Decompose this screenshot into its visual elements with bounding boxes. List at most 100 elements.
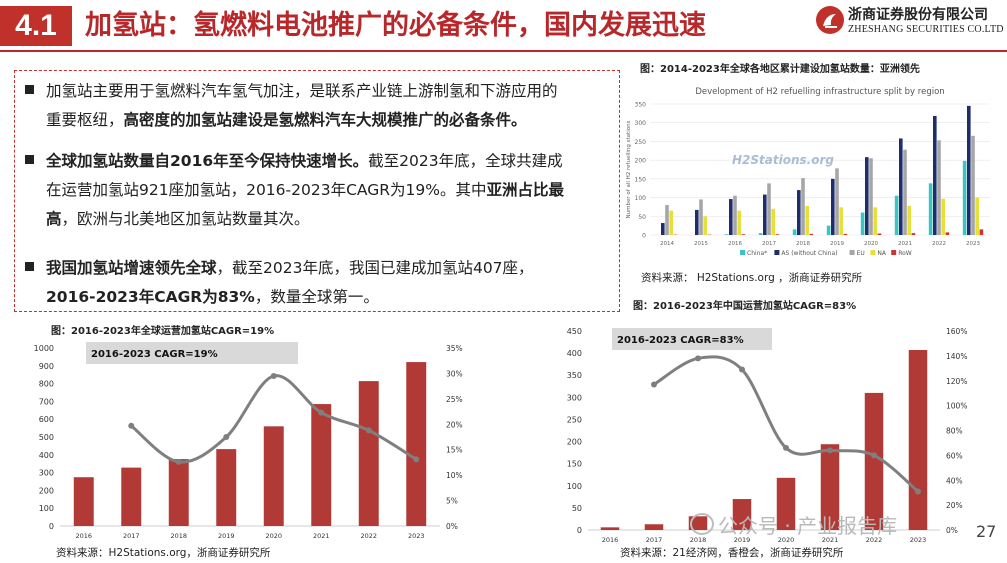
bar-na — [805, 205, 809, 235]
chart-title: Development of H2 refuelling infrastruct… — [695, 87, 944, 97]
bar-row — [945, 232, 950, 235]
bullet-3-text-c: 2016-2023年CAGR为83% — [46, 288, 255, 306]
bullet-1-text-b: 重要枢纽， — [46, 111, 124, 129]
bullet-2-text-d: 亚洲占比最 — [486, 181, 564, 199]
bar-china — [860, 212, 865, 235]
legend-swatch — [891, 250, 897, 255]
bar-aswithoutchina — [899, 138, 903, 235]
y-tick-label: 1000 — [34, 344, 54, 353]
bullet-point-2: 全球加氢站数量自2016年至今保持快速增长。截至2023年底，全球共建成 在运营… — [25, 147, 615, 234]
bar-aswithoutchina — [933, 115, 937, 235]
y2-tick-label: 80% — [946, 427, 963, 436]
bar-na — [703, 216, 707, 235]
bar-row — [809, 233, 814, 235]
bar-aswithoutchina — [797, 190, 801, 235]
bar-aswithoutchina — [695, 209, 699, 235]
growth-rate-point — [175, 458, 182, 465]
china-chart-caption: 图：2016-2023年中国运营加氢站CAGR=83% — [633, 301, 857, 312]
logo-mark-icon — [816, 6, 844, 34]
y-tick-label: 300 — [567, 393, 582, 402]
cagr-label-box — [612, 328, 772, 350]
bar-na — [839, 207, 843, 235]
bar-aswithoutchina — [967, 105, 971, 235]
x-tick-label: 2023 — [408, 532, 425, 540]
x-tick-label: 2020 — [864, 241, 878, 247]
y2-tick-label: 40% — [946, 476, 963, 485]
y2-tick-label: 35% — [446, 344, 463, 353]
legend-swatch — [774, 250, 780, 255]
bullet-square-icon — [25, 262, 34, 271]
growth-rate-point — [739, 366, 745, 373]
x-tick-label: 2023 — [966, 241, 980, 247]
growth-rate-point — [128, 422, 135, 429]
y-tick-label: 400 — [39, 451, 54, 460]
bullet-3-text-b: ，截至2023年底，我国已建成加氢站407座， — [216, 259, 534, 277]
bar-row — [843, 233, 848, 235]
legend-label: RoW — [898, 250, 912, 257]
bar-na — [975, 197, 979, 235]
slide-title: 加氢站：氢燃料电池推广的必备条件，国内发展迅速 — [85, 10, 706, 41]
growth-rate-point — [223, 434, 230, 440]
y2-tick-label: 60% — [946, 451, 963, 460]
y2-tick-label: 30% — [446, 369, 463, 378]
regional-chart-source: 资料来源： H2Stations.org ，浙商证券研究所 — [641, 272, 863, 284]
bar-china — [962, 160, 967, 235]
bar-na — [771, 208, 775, 235]
bar — [263, 426, 284, 526]
x-tick-label: 2020 — [778, 536, 795, 543]
bar-china — [894, 195, 899, 235]
logo-english-name: ZHESHANG SECURITIES CO.LTD — [848, 24, 1004, 35]
growth-rate-point — [915, 488, 921, 495]
y-tick-label: 700 — [39, 397, 54, 406]
x-tick-label: 2020 — [265, 532, 282, 540]
y-tick-label: 600 — [39, 415, 54, 424]
bar — [168, 459, 189, 526]
bar-na — [669, 210, 673, 235]
watermark-text: 公众号 · 产业报告库 — [718, 514, 898, 538]
y-tick-label: 0 — [642, 233, 646, 240]
y2-tick-label: 25% — [446, 395, 463, 404]
x-tick-label: 2023 — [910, 536, 927, 543]
bar — [600, 527, 620, 530]
y-tick-label: 300 — [635, 120, 647, 127]
bullet-2-text-e: 高 — [46, 210, 62, 228]
y2-tick-label: 10% — [446, 471, 463, 480]
china-chart-source: 资料来源：21经济网，香橙会，浙商证券研究所 — [620, 547, 844, 559]
legend-label: EU — [857, 250, 865, 257]
y-tick-label: 100 — [635, 195, 647, 202]
y2-tick-label: 20% — [446, 420, 463, 429]
bar-aswithoutchina — [661, 223, 665, 235]
page-number: 27 — [976, 522, 997, 541]
y-tick-label: 0 — [577, 526, 582, 535]
x-tick-label: 2017 — [762, 241, 776, 247]
summary-text-box: 加氢站主要用于氢燃料汽车氢气加注，是联系产业链上游制氢和下游应用的 重要枢纽，高… — [14, 70, 620, 312]
bullet-3-text-d: ，数量全球第一。 — [254, 288, 379, 306]
bar-row — [877, 233, 882, 235]
growth-rate-point — [651, 381, 657, 388]
wechat-watermark-icon — [690, 513, 714, 535]
y2-tick-label: 120% — [946, 377, 967, 386]
bar — [908, 350, 928, 530]
x-tick-label: 2019 — [830, 241, 844, 247]
growth-rate-point — [413, 456, 420, 463]
bar-na — [737, 210, 741, 235]
bar — [406, 362, 427, 526]
bar-eu — [869, 158, 873, 235]
x-tick-label: 2019 — [218, 532, 235, 540]
bar-aswithoutchina — [831, 178, 835, 235]
y-tick-label: 200 — [567, 438, 582, 447]
bar-aswithoutchina — [729, 199, 733, 235]
bullet-square-icon — [25, 155, 34, 164]
bar-na — [907, 205, 911, 235]
x-tick-label: 2014 — [660, 241, 674, 247]
legend-swatch — [870, 250, 876, 255]
regional-chart-caption: 图：2014-2023年全球各地区累计建设加氢站数量：亚洲领先 — [640, 64, 920, 75]
x-tick-label: 2018 — [690, 536, 707, 543]
bar — [311, 404, 332, 526]
bar — [776, 477, 796, 530]
bar-china — [826, 225, 831, 235]
cagr-label: 2016-2023 CAGR=83% — [617, 335, 744, 346]
y-tick-label: 450 — [567, 327, 582, 336]
growth-rate-point — [695, 355, 701, 362]
y-tick-label: 800 — [39, 380, 54, 389]
